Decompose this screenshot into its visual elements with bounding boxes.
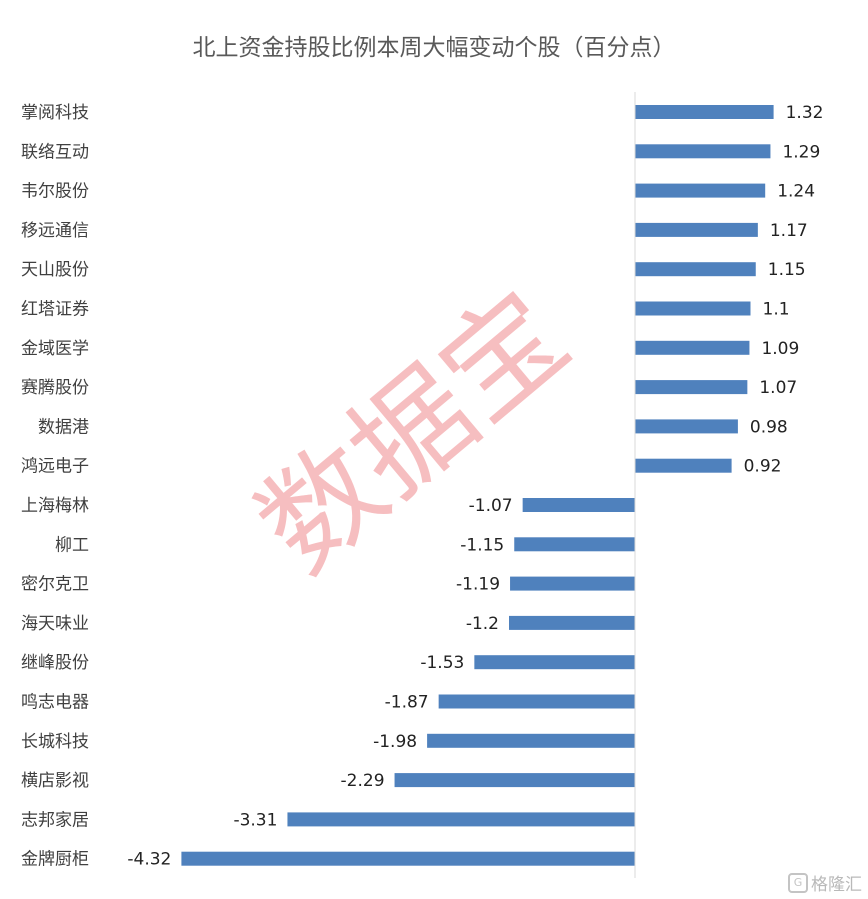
bar bbox=[427, 733, 635, 748]
category-label: 韦尔股份 bbox=[21, 182, 89, 202]
chart-title: 北上资金持股比例本周大幅变动个股（百分点） bbox=[192, 35, 676, 61]
brand-text: 格隆汇 bbox=[811, 875, 862, 895]
bar bbox=[474, 655, 635, 670]
category-label: 数据港 bbox=[38, 417, 89, 437]
category-label: 金牌厨柜 bbox=[21, 850, 89, 870]
category-label: 掌阅科技 bbox=[21, 103, 89, 123]
category-label: 红塔证券 bbox=[21, 300, 89, 320]
category-label: 天山股份 bbox=[21, 260, 89, 280]
category-label: 鸣志电器 bbox=[21, 693, 89, 713]
bar bbox=[635, 105, 774, 119]
bar bbox=[635, 301, 751, 316]
bar bbox=[635, 183, 766, 198]
category-label: 海天味业 bbox=[21, 614, 89, 634]
gelonghui-logo-icon: G bbox=[788, 872, 808, 893]
bar bbox=[635, 340, 750, 355]
data-label: 0.92 bbox=[744, 457, 782, 477]
data-label: 1.29 bbox=[782, 142, 820, 162]
bar bbox=[635, 419, 738, 434]
data-label: -1.98 bbox=[373, 732, 417, 752]
data-label: 1.17 bbox=[770, 221, 808, 241]
bar bbox=[181, 851, 635, 866]
category-label: 上海梅林 bbox=[21, 496, 89, 516]
data-label: -1.15 bbox=[460, 535, 504, 555]
bar bbox=[635, 222, 758, 237]
bar bbox=[635, 380, 748, 395]
bar bbox=[522, 498, 635, 512]
category-label: 密尔克卫 bbox=[21, 575, 89, 595]
bar bbox=[635, 144, 771, 159]
data-label: 0.98 bbox=[750, 417, 788, 437]
category-label: 志邦家居 bbox=[21, 810, 89, 830]
data-label: -1.2 bbox=[466, 614, 499, 634]
data-label: -1.87 bbox=[385, 693, 429, 713]
data-label: 1.09 bbox=[761, 339, 799, 359]
bar bbox=[287, 812, 635, 827]
data-label: 1.07 bbox=[759, 378, 797, 398]
bar bbox=[635, 262, 756, 277]
data-label: -1.07 bbox=[469, 496, 513, 516]
data-label: -1.19 bbox=[456, 575, 500, 595]
data-label: -3.31 bbox=[233, 810, 277, 830]
labels: 掌阅科技 1.32 联络互动 1.29 韦尔股份 1.24 移远通信 1.17 天山股份 1.15… bbox=[21, 103, 823, 870]
category-label: 赛腾股份 bbox=[21, 377, 89, 398]
bars bbox=[181, 105, 774, 866]
data-label: 1.15 bbox=[768, 260, 806, 280]
category-label: 柳工 bbox=[55, 535, 89, 555]
category-label: 长城科技 bbox=[21, 732, 89, 752]
category-label: 鸿远电子 bbox=[21, 457, 89, 477]
data-label: 1.24 bbox=[777, 182, 815, 202]
category-label: 横店影视 bbox=[21, 771, 89, 791]
category-label: 联络互动 bbox=[21, 142, 89, 162]
bar bbox=[635, 458, 732, 473]
bar bbox=[510, 576, 635, 591]
bar bbox=[438, 694, 635, 709]
data-label: 1.1 bbox=[763, 300, 790, 320]
data-label: -1.53 bbox=[420, 653, 464, 673]
bar bbox=[394, 773, 635, 788]
category-label: 继峰股份 bbox=[21, 653, 89, 673]
bar bbox=[509, 615, 635, 630]
category-label: 移远通信 bbox=[21, 221, 89, 241]
data-label: -4.32 bbox=[127, 850, 171, 870]
data-label: -2.29 bbox=[341, 771, 385, 791]
data-label: 1.32 bbox=[786, 103, 824, 123]
category-label: 金域医学 bbox=[21, 339, 89, 359]
brand-watermark: G 格隆汇 bbox=[788, 870, 862, 895]
bar bbox=[514, 537, 635, 552]
